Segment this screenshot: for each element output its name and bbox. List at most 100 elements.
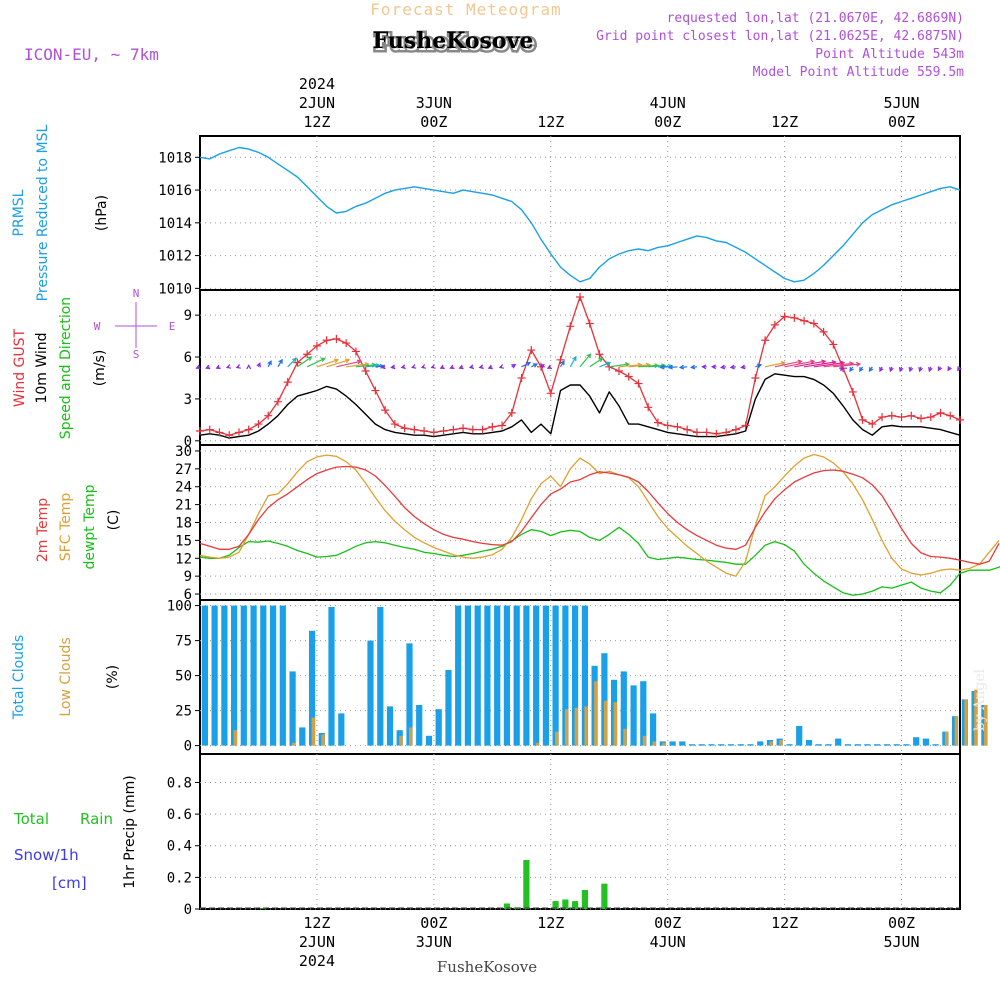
ytick-label: 0.4 <box>167 839 192 855</box>
wind-gust-marker <box>546 389 555 398</box>
total-cloud-bar <box>854 744 861 746</box>
wind-gust-marker <box>692 428 701 437</box>
ytick-label: 25 <box>175 704 192 720</box>
top-time-label: 2JUN <box>299 94 335 112</box>
wind-gust-marker <box>585 319 594 328</box>
wind-gust-marker <box>576 292 584 301</box>
low-cloud-bar <box>233 730 237 746</box>
wind-direction-arrow <box>908 366 914 373</box>
wind-direction-arrow <box>225 364 232 369</box>
ytick-label: 21 <box>175 498 192 514</box>
wind-gust-marker <box>332 334 341 343</box>
total-cloud-bar <box>883 744 890 746</box>
total-cloud-bar <box>737 744 744 746</box>
wind-direction-arrow <box>560 360 565 368</box>
wind-direction-arrow <box>720 364 727 370</box>
total-cloud-bar <box>572 605 579 746</box>
wind-gust-marker <box>663 421 672 430</box>
product-title: Forecast Meteogram <box>370 0 561 19</box>
plot-marks <box>195 146 1000 909</box>
cloud-labels: Total Clouds Low Clouds (%) <box>11 635 121 720</box>
frame-pressure <box>199 135 961 291</box>
total-cloud-bar <box>932 744 939 746</box>
ytick-label: 27 <box>175 462 192 478</box>
bottom-time-label: 3JUN <box>416 933 452 951</box>
wind-gust-marker <box>254 420 263 429</box>
rain-bar <box>523 860 530 909</box>
ytick-label: 6 <box>184 350 192 366</box>
wind-gust-marker <box>653 418 662 427</box>
wind-gust-marker <box>322 336 331 345</box>
total-cloud-bar <box>503 605 510 746</box>
wind-gust-marker <box>829 340 838 349</box>
wind-direction-arrow <box>306 357 326 368</box>
total-cloud-bar <box>289 671 296 746</box>
bottom-time-label: 12Z <box>771 914 798 932</box>
wind-direction-arrow <box>205 364 211 370</box>
wind-direction-arrow <box>487 364 493 370</box>
ytick-label: 0 <box>184 739 192 755</box>
ytick-label: 0 <box>184 902 192 918</box>
wind-gust-marker <box>644 403 653 412</box>
wind-gust-marker <box>371 386 380 395</box>
wind-direction-arrow <box>868 366 874 373</box>
wind-direction-arrow <box>390 364 396 370</box>
ytick-label: 0.8 <box>167 775 192 791</box>
wind-gust-marker <box>683 425 692 434</box>
ytick-label: 75 <box>175 634 192 650</box>
wind-gust-marker <box>342 339 351 348</box>
sfc-temp-line <box>199 453 1000 577</box>
temp-2m-line <box>199 465 1000 565</box>
total-cloud-bar <box>922 738 929 746</box>
ytick-label: 100 <box>167 599 192 615</box>
total-cloud-bar <box>689 744 696 746</box>
top-time-label: 12Z <box>303 113 330 131</box>
total-cloud-bar <box>309 630 316 746</box>
wind-gust-marker <box>459 424 468 433</box>
wind-direction-arrow <box>765 360 786 368</box>
total-cloud-bar <box>727 744 735 746</box>
dewpoint-line <box>199 526 1000 596</box>
low-cloud-bar <box>564 709 569 746</box>
total-cloud-bar <box>406 643 413 746</box>
rain-bar <box>572 901 579 909</box>
bottom-time-label: 2JUN <box>299 933 335 951</box>
temp-label-sfc: SFC Temp <box>58 493 74 562</box>
total-cloud-bar <box>805 740 813 746</box>
wind-gust-marker <box>848 387 857 396</box>
wind-gust-marker <box>761 336 770 345</box>
wind-direction-arrow <box>599 361 612 368</box>
total-cloud-bar <box>231 605 238 746</box>
wind-gust-marker <box>478 425 487 434</box>
info-model-altitude: Model Point Altitude 559.5m <box>753 65 964 80</box>
wind-gust-marker <box>429 428 438 437</box>
total-cloud-bar <box>864 744 871 746</box>
top-time-label: 4JUN <box>650 94 686 112</box>
ytick-label: 18 <box>175 516 192 532</box>
top-time-label: 00Z <box>654 113 681 131</box>
total-cloud-bar <box>533 605 540 746</box>
ytick-label: 9 <box>184 308 192 324</box>
temperature-labels: 2m Temp SFC Temp dewpt Temp (C) <box>35 484 122 569</box>
ytick-label: 0 <box>184 434 192 450</box>
wind-gust-marker <box>751 373 760 382</box>
total-cloud-bar <box>718 744 725 746</box>
wind-direction-arrow <box>521 361 532 368</box>
wind-gust-marker <box>878 413 887 422</box>
ytick-label: 6 <box>184 587 192 603</box>
low-cloud-bar <box>662 742 666 746</box>
wind-direction-arrow <box>701 364 707 370</box>
precip-label-cm: [cm] <box>52 874 87 892</box>
low-cloud-bar <box>292 742 296 746</box>
wind-gust-marker <box>400 424 409 433</box>
wind-direction-arrow <box>678 364 688 370</box>
low-cloud-bar <box>983 705 988 746</box>
wind-gust-marker <box>420 427 429 436</box>
rain-bar <box>581 890 588 909</box>
wind-gust-marker <box>907 411 916 420</box>
info-requested: requested lon,lat (21.0670E, 42.6869N) <box>667 11 964 26</box>
ytick-label: 9 <box>184 569 192 585</box>
wind-gust-marker <box>361 366 370 375</box>
rain-bar <box>552 901 559 909</box>
wind-labels: Wind GUST 10m Wind Speed and Direction (… <box>12 287 175 439</box>
